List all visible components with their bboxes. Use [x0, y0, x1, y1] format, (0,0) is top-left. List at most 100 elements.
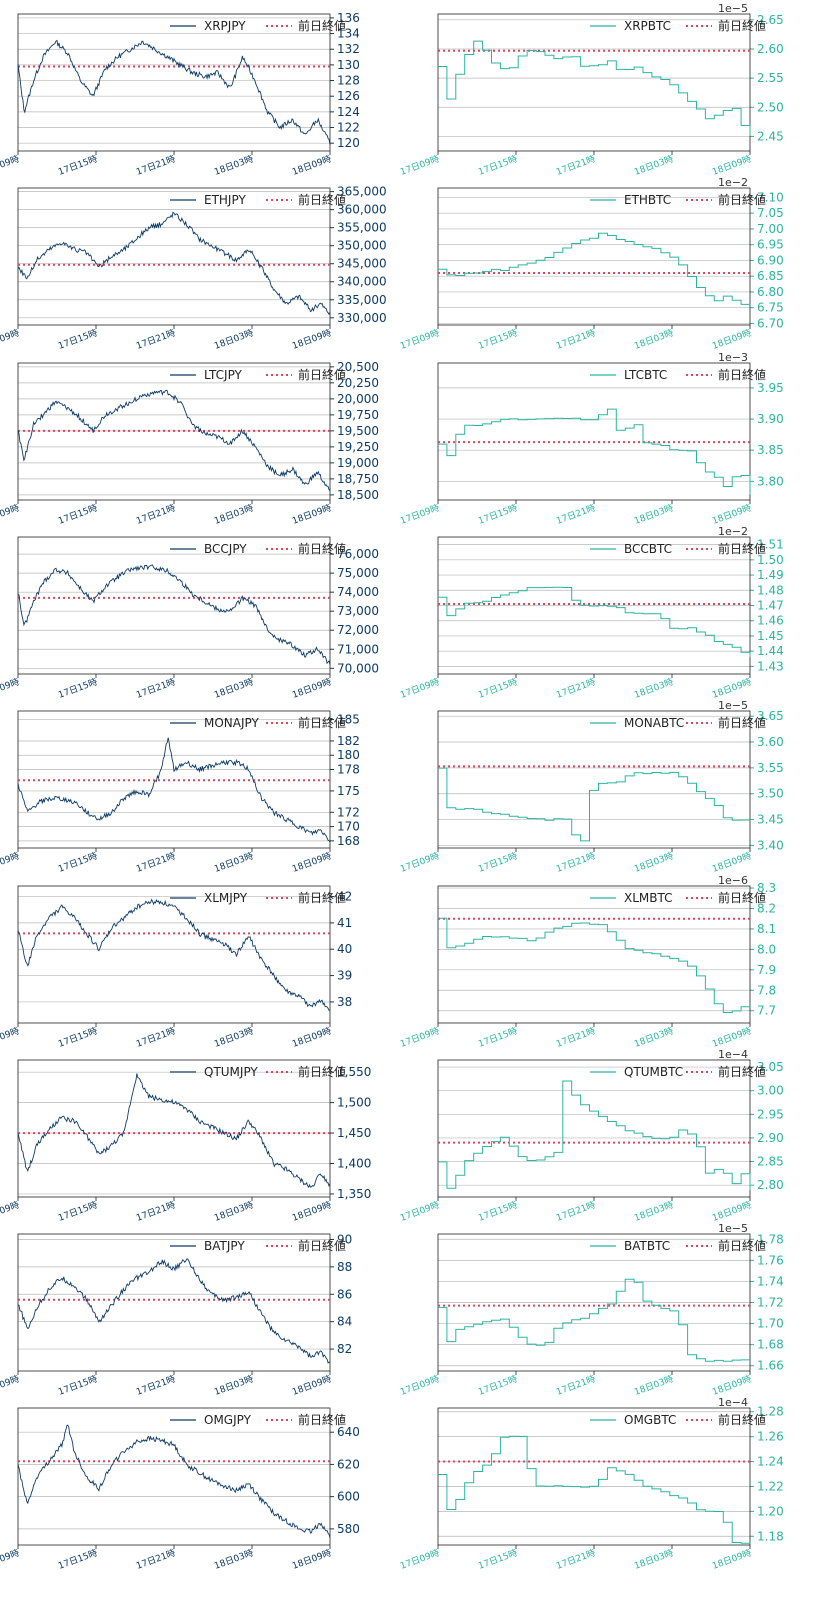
legend-label-ref: 前日終値 — [718, 890, 766, 905]
legend-label-series: BCCJPY — [204, 542, 247, 556]
xtick-label: 17日09時 — [0, 328, 21, 352]
xtick-label: 17日21時 — [135, 1548, 177, 1572]
series-line-xrpjpy — [17, 39, 331, 145]
legend-label-ref: 前日終値 — [298, 18, 346, 33]
series-line-ethbtc — [438, 233, 751, 306]
legend-label-ref: 前日終値 — [298, 890, 346, 905]
ytick-label: 7.10 — [757, 191, 784, 205]
plot-frame — [437, 362, 751, 500]
xtick-label: 18日03時 — [633, 1199, 675, 1223]
ytick-label: 1.49 — [757, 568, 784, 582]
ytick-label: 168 — [337, 834, 360, 848]
xtick-label: 17日21時 — [135, 676, 177, 700]
xtick-label: 17日15時 — [477, 328, 519, 352]
ytick-label: 2.55 — [757, 71, 784, 85]
ytick-label: 86 — [337, 1287, 352, 1301]
xtick-label: 17日15時 — [57, 1548, 99, 1572]
ytick-label: 84 — [337, 1315, 352, 1329]
xtick-label: 17日09時 — [399, 328, 441, 352]
ytick-label: 355,000 — [337, 221, 387, 235]
xtick-label: 18日03時 — [213, 676, 255, 700]
ytick-label: 128 — [337, 74, 360, 88]
xtick-label: 17日09時 — [0, 502, 21, 526]
ytick-label: 8.0 — [757, 942, 776, 956]
chart-panel-ethjpy: 330,000 335,000 340,000 345,000 350,000 355,0… — [0, 178, 405, 355]
ytick-label: 175 — [337, 784, 360, 798]
ytick-label: 120 — [337, 136, 360, 150]
axis-offset-label: 1e−6 — [718, 874, 748, 887]
ytick-label: 7.00 — [757, 222, 784, 236]
ytick-label: 73,000 — [337, 604, 379, 618]
ytick-label: 1.50 — [757, 553, 784, 567]
ytick-label: 82 — [337, 1342, 352, 1356]
ytick-label: 6.95 — [757, 238, 784, 252]
series-line-omgbtc — [438, 1436, 751, 1545]
ytick-label: 7.7 — [757, 1003, 776, 1017]
ytick-label: 6.75 — [757, 301, 784, 315]
chart-panel-omgjpy: 580 600 620 640 17日09時 17日15時 17日21時 18日03時 18日0… — [0, 1398, 405, 1575]
xtick-label: 18日09時 — [291, 851, 333, 875]
series-line-omgjpy — [17, 1424, 331, 1539]
ytick-label: 19,750 — [337, 407, 379, 421]
xtick-label: 18日09時 — [711, 328, 753, 352]
series-line-batbtc — [438, 1278, 750, 1362]
series-line-monajpy — [17, 737, 331, 843]
xtick-label: 17日15時 — [477, 153, 519, 177]
ytick-label: 1.22 — [757, 1480, 784, 1494]
ytick-label: 38 — [337, 994, 352, 1008]
legend-label-series: XRPJPY — [204, 19, 246, 33]
ytick-label: 2.90 — [757, 1131, 784, 1145]
ytick-label: 1,350 — [337, 1187, 371, 1201]
xtick-label: 18日03時 — [633, 153, 675, 177]
ytick-label: 1.43 — [757, 659, 784, 673]
xtick-label: 17日15時 — [57, 851, 99, 875]
xtick-label: 17日09時 — [0, 1374, 21, 1398]
xtick-label: 18日03時 — [633, 1548, 675, 1572]
axis-offset-label: 1e−2 — [718, 525, 748, 538]
chart-panel-ltcjpy: 18,500 18,750 19,000 19,250 19,500 19,750 20,0… — [0, 353, 405, 530]
xtick-label: 18日09時 — [711, 1025, 753, 1049]
chart-panel-batbtc: 1.66 1.68 1.70 1.72 1.74 1.76 1.78 17日09時 17日15時… — [399, 1222, 825, 1401]
ytick-label: 7.9 — [757, 962, 776, 976]
legend-label-ref: 前日終値 — [298, 541, 346, 556]
ytick-label: 2.65 — [757, 13, 784, 27]
xtick-label: 18日09時 — [291, 502, 333, 526]
ytick-label: 74,000 — [337, 585, 379, 599]
ytick-label: 1.20 — [757, 1505, 784, 1519]
series-line-bccjpy — [17, 564, 331, 665]
xtick-label: 18日03時 — [633, 1374, 675, 1398]
chart-panel-bccjpy: 70,000 71,000 72,000 73,000 74,000 75,000 76,0… — [0, 527, 405, 704]
xtick-label: 17日15時 — [477, 1374, 519, 1398]
ytick-label: 122 — [337, 121, 360, 135]
legend-label-ref: 前日終値 — [718, 715, 766, 730]
ytick-label: 3.85 — [757, 443, 784, 457]
ytick-label: 365,000 — [337, 185, 387, 199]
series-line-ltcjpy — [17, 389, 331, 491]
legend-label-series: XRPBTC — [624, 19, 671, 33]
ytick-label: 2.95 — [757, 1107, 784, 1121]
xtick-label: 17日15時 — [57, 1374, 99, 1398]
ytick-label: 335,000 — [337, 293, 387, 307]
xtick-label: 17日15時 — [477, 1199, 519, 1223]
legend-label-series: QTUMBTC — [624, 1065, 683, 1079]
ytick-label: 345,000 — [337, 257, 387, 271]
xtick-label: 18日03時 — [633, 851, 675, 875]
xtick-label: 18日09時 — [711, 851, 753, 875]
chart-panel-bccbtc: 1.43 1.44 1.45 1.46 1.47 1.48 1.49 1.50 1.51 17日0… — [399, 525, 825, 704]
xtick-label: 17日09時 — [399, 1548, 441, 1572]
ytick-label: 2.85 — [757, 1154, 784, 1168]
xtick-label: 17日21時 — [555, 502, 597, 526]
xtick-label: 18日03時 — [633, 676, 675, 700]
ytick-label: 1.44 — [757, 644, 784, 658]
xtick-label: 17日21時 — [135, 502, 177, 526]
plot-frame — [437, 710, 751, 849]
legend-label-series: ETHBTC — [624, 193, 671, 207]
xtick-label: 17日21時 — [555, 1374, 597, 1398]
xtick-label: 17日15時 — [57, 153, 99, 177]
ytick-label: 1,450 — [337, 1126, 371, 1140]
ytick-label: 19,250 — [337, 439, 379, 453]
legend-label-series: LTCJPY — [204, 368, 243, 382]
xtick-label: 18日09時 — [711, 502, 753, 526]
